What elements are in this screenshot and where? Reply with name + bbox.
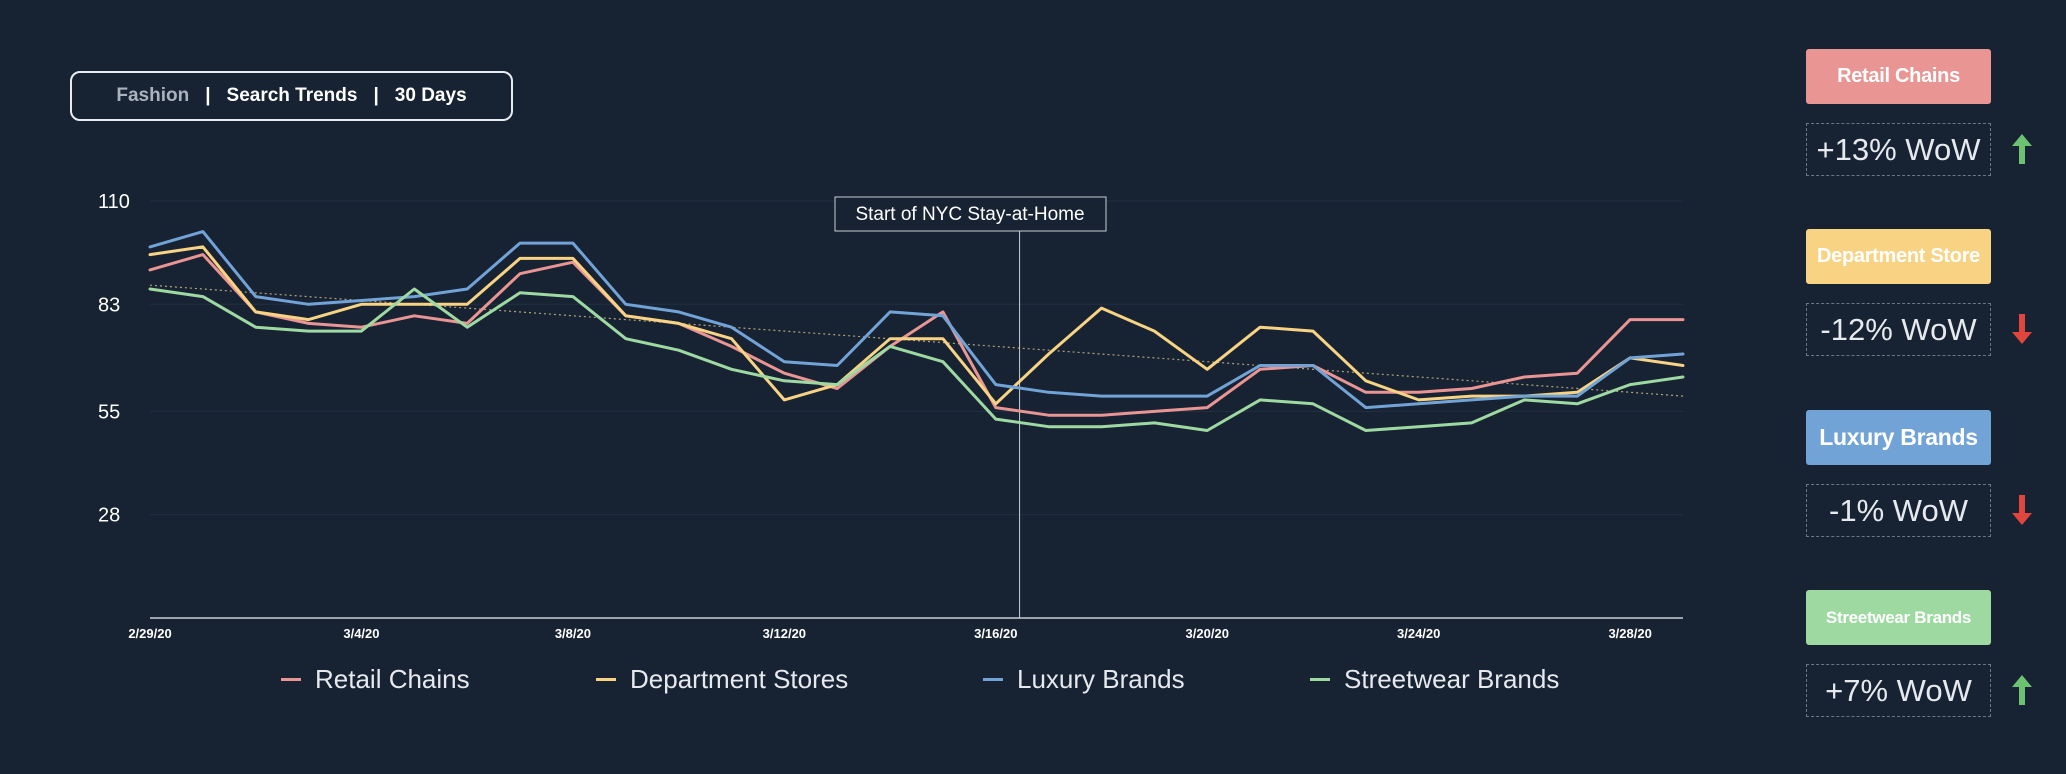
header-topic: Search Trends bbox=[226, 85, 358, 106]
x-tick-label: 3/8/20 bbox=[555, 626, 591, 641]
trendline bbox=[149, 284, 1684, 397]
legend-swatch bbox=[1310, 678, 1330, 681]
y-tick-label: 55 bbox=[98, 401, 120, 423]
annotation-label: Start of NYC Stay-at-Home bbox=[855, 204, 1084, 225]
legend-item-department-stores: Department Stores bbox=[596, 664, 848, 695]
legend-swatch bbox=[281, 678, 301, 681]
line-chart: 28 55 83 110 2/29/20 3/4/20 3/8/20 3/12/20 3/16/… bbox=[98, 191, 1685, 641]
x-tick-label: 3/16/20 bbox=[974, 626, 1017, 641]
arrow-down-icon bbox=[2012, 314, 2032, 344]
series-line-streetwear-brands bbox=[148, 287, 1685, 432]
legend-label: Luxury Brands bbox=[1017, 664, 1185, 694]
legend-label: Retail Chains bbox=[315, 664, 470, 694]
legend-item-streetwear-brands: Streetwear Brands bbox=[1310, 664, 1559, 695]
legend-swatch bbox=[596, 678, 616, 681]
chart-header: Fashion | Search Trends | 30 Days bbox=[70, 71, 513, 121]
side-value-department-store: -12% WoW bbox=[1806, 303, 1991, 356]
series-line-retail-chains bbox=[148, 253, 1685, 417]
x-tick-label: 3/12/20 bbox=[763, 626, 806, 641]
header-period: 30 Days bbox=[394, 85, 467, 106]
side-value-streetwear-brands: +7% WoW bbox=[1806, 664, 1991, 717]
legend-swatch bbox=[983, 678, 1003, 681]
arrow-up-icon bbox=[2012, 675, 2032, 705]
y-tick-label: 110 bbox=[98, 191, 130, 213]
x-tick-label: 3/4/20 bbox=[343, 626, 379, 641]
chart-legend: Retail Chains Department Stores Luxury B… bbox=[0, 664, 1700, 698]
legend-item-retail-chains: Retail Chains bbox=[281, 664, 470, 695]
x-tick-label: 3/20/20 bbox=[1186, 626, 1229, 641]
side-label-streetwear-brands: Streetwear Brands bbox=[1806, 590, 1991, 645]
x-tick-label: 3/24/20 bbox=[1397, 626, 1440, 641]
side-value-retail-chains: +13% WoW bbox=[1806, 123, 1991, 176]
side-label-retail-chains: Retail Chains bbox=[1806, 49, 1991, 104]
side-value-luxury-brands: -1% WoW bbox=[1806, 484, 1991, 537]
x-tick-label: 2/29/20 bbox=[128, 626, 171, 641]
header-category: Fashion bbox=[116, 85, 190, 106]
series-line-department-stores bbox=[148, 245, 1685, 406]
legend-label: Streetwear Brands bbox=[1344, 664, 1560, 694]
legend-item-luxury-brands: Luxury Brands bbox=[983, 664, 1185, 695]
arrow-down-icon bbox=[2012, 495, 2032, 525]
header-separator: | bbox=[205, 85, 211, 106]
arrow-up-icon bbox=[2012, 134, 2032, 164]
header-separator: | bbox=[373, 85, 379, 106]
legend-label: Department Stores bbox=[630, 664, 849, 694]
side-label-department-store: Department Store bbox=[1806, 229, 1991, 284]
annotation-box bbox=[834, 196, 1107, 232]
x-tick-label: 3/28/20 bbox=[1608, 626, 1651, 641]
y-tick-label: 28 bbox=[98, 505, 120, 527]
y-tick-label: 83 bbox=[98, 294, 120, 316]
side-label-luxury-brands: Luxury Brands bbox=[1806, 410, 1991, 465]
series-line-luxury-brands bbox=[148, 230, 1685, 410]
